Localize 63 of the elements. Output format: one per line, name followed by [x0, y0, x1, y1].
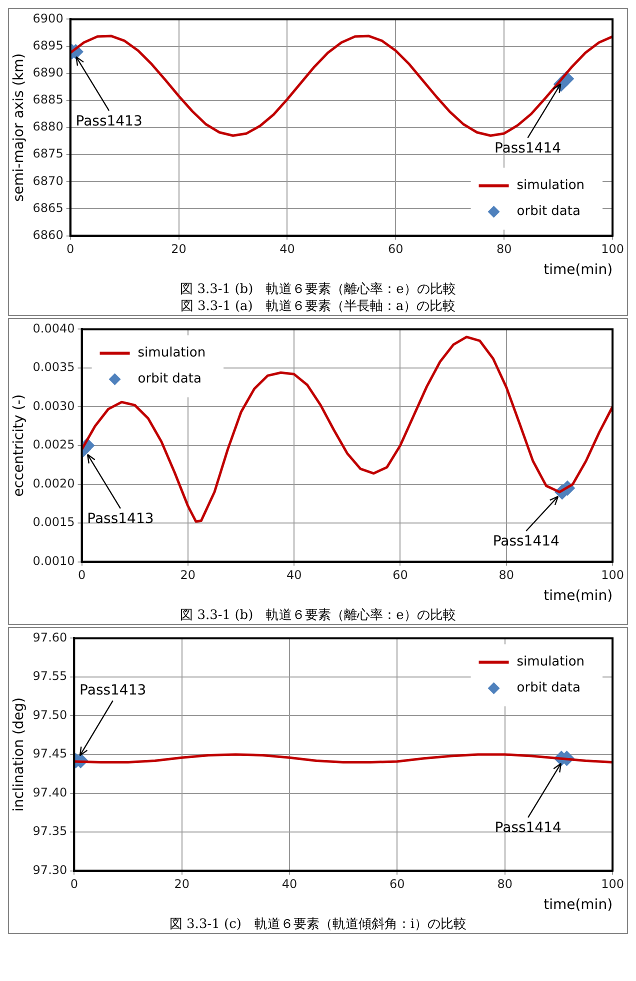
- y-axis-title: eccentricity (-): [11, 394, 28, 497]
- x-tick-label: 100: [601, 242, 624, 256]
- x-tick-label: 100: [601, 568, 624, 582]
- y-tick-label: 97.55: [32, 669, 68, 684]
- y-tick-label: 6870: [32, 174, 64, 188]
- x-tick-label: 0: [70, 877, 78, 892]
- caption: 図 3.3-1 (a) 軌道６要素（半長軸：a）の比較: [179, 298, 457, 315]
- y-tick-label: 0.0035: [32, 360, 75, 374]
- x-tick-label: 80: [498, 568, 514, 582]
- x-tick-label: 80: [496, 242, 512, 256]
- x-tick-label: 60: [388, 242, 404, 256]
- annotation: Pass1413: [80, 682, 146, 698]
- x-tick-label: 0: [78, 568, 86, 582]
- caption: 図 3.3-1 (c) 軌道６要素（軌道傾斜角：i）の比較: [168, 916, 468, 933]
- y-tick-label: 6885: [32, 92, 64, 107]
- annotation: Pass1413: [76, 113, 142, 130]
- x-axis-title: time(min): [544, 588, 613, 604]
- y-tick-label: 0.0015: [32, 515, 75, 530]
- legend-label: orbit data: [516, 680, 580, 696]
- y-tick-label: 0.0025: [32, 438, 75, 452]
- y-tick-label: 0.0030: [32, 398, 75, 413]
- caption: 図 3.3-1 (b) 軌道６要素（離心率：e）の比較: [179, 607, 457, 624]
- y-tick-label: 6875: [32, 146, 64, 161]
- x-tick-label: 80: [497, 877, 513, 892]
- y-tick-label: 0.0020: [32, 476, 75, 490]
- x-tick-label: 20: [174, 877, 190, 892]
- y-tick-label: 97.35: [32, 824, 68, 838]
- x-tick-label: 20: [171, 242, 186, 256]
- x-axis-title: time(min): [544, 897, 613, 914]
- y-tick-label: 97.50: [32, 708, 68, 722]
- x-tick-label: 60: [392, 568, 408, 582]
- legend-label: orbit data: [516, 204, 580, 220]
- caption: 図 3.3-1 (b) 軌道６要素（離心率：e）の比較: [179, 281, 457, 298]
- y-tick-label: 6895: [32, 38, 64, 52]
- x-tick-label: 40: [286, 568, 302, 582]
- y-tick-label: 6890: [32, 65, 64, 80]
- x-tick-label: 100: [601, 877, 624, 892]
- x-tick-label: 20: [180, 568, 196, 582]
- legend-label: orbit data: [138, 372, 202, 387]
- y-tick-label: 97.45: [32, 746, 68, 761]
- legend-label: simulation: [138, 346, 206, 361]
- x-tick-label: 40: [280, 242, 295, 256]
- y-tick-label: 97.60: [32, 630, 68, 644]
- x-tick-label: 60: [390, 877, 405, 892]
- y-tick-label: 6865: [32, 200, 64, 215]
- y-tick-label: 0.0040: [32, 321, 75, 336]
- y-tick-label: 97.40: [32, 785, 68, 800]
- y-tick-label: 0.0010: [32, 554, 75, 568]
- legend-label: simulation: [516, 178, 585, 194]
- x-tick-label: 0: [66, 242, 74, 256]
- y-axis-title: semi-major axis (km): [11, 53, 28, 202]
- annotation: Pass1414: [494, 140, 562, 156]
- y-tick-label: 6860: [32, 228, 64, 242]
- y-tick-label: 97.30: [32, 862, 68, 877]
- legend-label: simulation: [516, 654, 585, 670]
- annotation: Pass1414: [494, 820, 562, 836]
- annotation: Pass1413: [87, 511, 154, 528]
- y-tick-label: 6900: [32, 11, 64, 26]
- y-axis-title: inclination (deg): [11, 697, 28, 812]
- y-tick-label: 6880: [32, 120, 64, 134]
- x-axis-title: time(min): [544, 262, 613, 278]
- annotation: Pass1414: [492, 534, 560, 550]
- x-tick-label: 40: [282, 877, 298, 892]
